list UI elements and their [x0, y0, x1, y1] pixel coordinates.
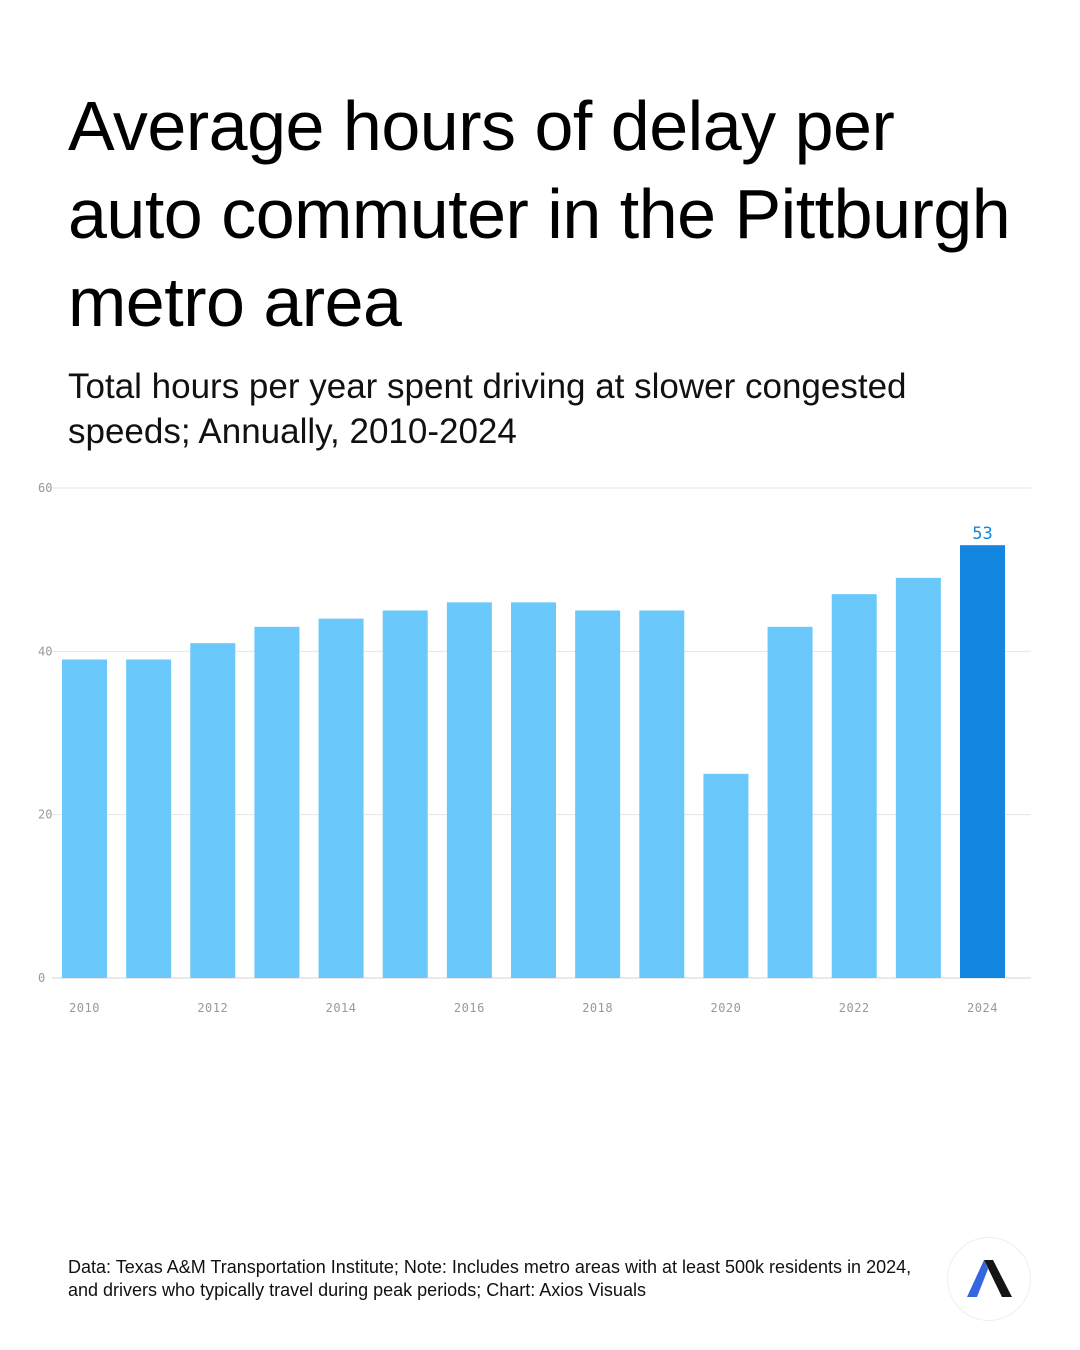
x-tick-label: 2012 [197, 1001, 228, 1015]
y-tick-label: 0 [38, 971, 45, 985]
bar-2013 [254, 626, 300, 978]
x-tick-label: 2010 [69, 1001, 100, 1015]
y-tick-label: 60 [38, 481, 52, 495]
bar-2015 [382, 610, 428, 978]
source-note: Data: Texas A&M Transportation Institute… [68, 1257, 912, 1300]
bar-2016 [446, 602, 492, 978]
data-label: 53 [972, 524, 992, 544]
x-tick-label: 2022 [839, 1001, 870, 1015]
chart-title: Average hours of delay per auto commuter… [68, 87, 1011, 341]
bar-2018 [575, 610, 621, 978]
x-tick-label: 2014 [326, 1001, 357, 1015]
bar-2019 [639, 610, 685, 978]
bar-2020 [703, 773, 749, 978]
x-tick-label: 2020 [710, 1001, 741, 1015]
bar-2023 [895, 577, 941, 978]
x-tick-label: 2016 [454, 1001, 485, 1015]
axios-logo-mark [967, 1260, 1012, 1297]
y-tick-label: 40 [38, 644, 52, 658]
bar-2010 [62, 659, 107, 978]
chart-subtitle: Total hours per year spent driving at sl… [68, 367, 907, 451]
bar-2012 [190, 643, 236, 978]
bar-2021 [767, 626, 813, 978]
bar-chart: 0 20 40 60 2010 2012 2014 2016 2018 2020 2022 2024 5… [38, 481, 1031, 1015]
x-tick-label: 2018 [582, 1001, 613, 1015]
x-tick-label: 2024 [967, 1001, 998, 1015]
bar-2022 [831, 594, 877, 978]
bar-2014 [318, 618, 364, 978]
y-tick-label: 20 [38, 808, 52, 822]
bar-2017 [511, 602, 556, 978]
bar-2011 [126, 659, 172, 978]
bar-2024 [960, 545, 1005, 978]
axios-logo-icon [947, 1237, 1031, 1321]
